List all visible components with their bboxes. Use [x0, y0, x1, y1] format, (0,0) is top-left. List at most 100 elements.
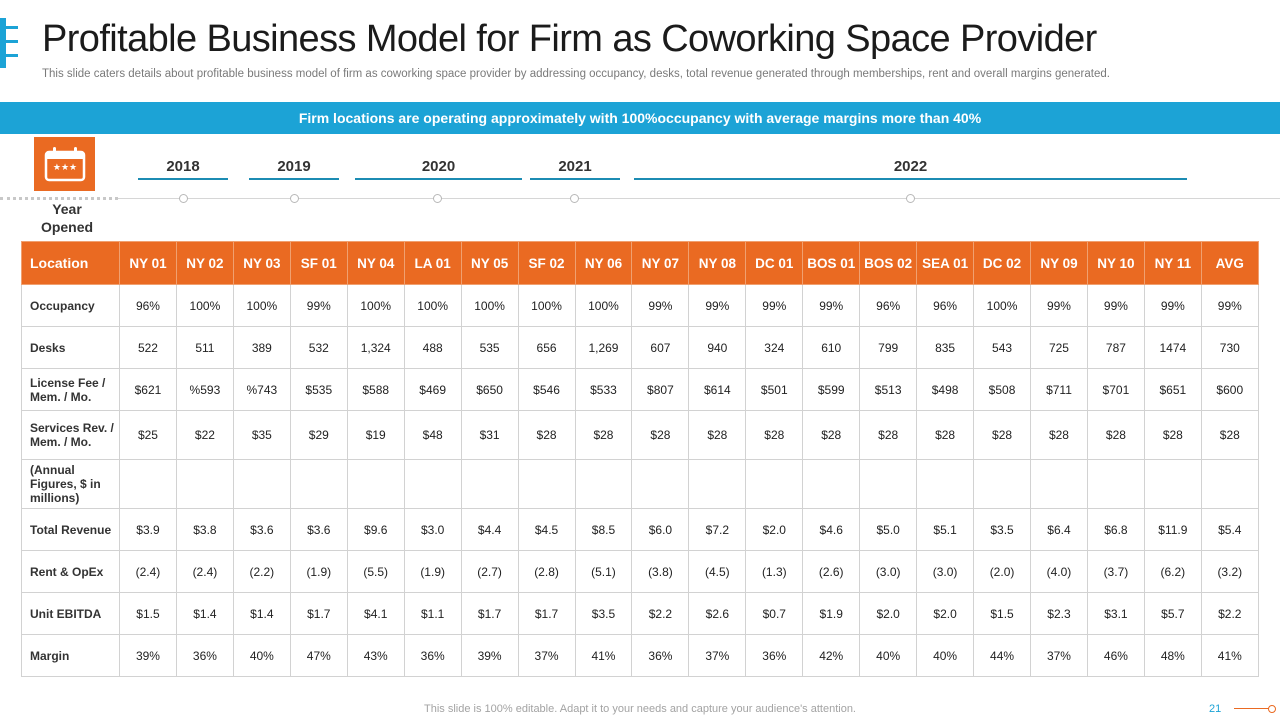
- table-cell: $28: [1200, 410, 1259, 460]
- column-header: NY 09: [1030, 241, 1088, 285]
- column-header: NY 05: [460, 241, 519, 285]
- table-cell: $2.0: [745, 508, 804, 551]
- table-cell: 39%: [119, 634, 177, 677]
- table-cell: 36%: [745, 634, 804, 677]
- table-cell: 96%: [916, 284, 975, 327]
- table-cell: 522: [119, 326, 177, 369]
- table-cell: $3.6: [232, 508, 291, 551]
- page-number-dot: [1268, 705, 1276, 713]
- table-cell: $807: [631, 368, 690, 411]
- table-cell: 99%: [802, 284, 861, 327]
- table-cell: $501: [745, 368, 804, 411]
- timeline-year-bar: [634, 178, 1187, 180]
- table-cell: 43%: [346, 634, 405, 677]
- highlight-banner: Firm locations are operating approximate…: [0, 102, 1280, 134]
- table-cell: 324: [745, 326, 804, 369]
- table-cell: $28: [574, 410, 633, 460]
- table-cell: $469: [403, 368, 462, 411]
- table-cell: $1.1: [403, 592, 462, 635]
- row-label: (Annual Figures, $ in millions): [21, 459, 120, 509]
- table-cell: (1.9): [403, 550, 462, 593]
- column-header: NY 11: [1143, 241, 1202, 285]
- table-cell: $650: [460, 368, 519, 411]
- table-cell: $28: [517, 410, 576, 460]
- column-header: NY 08: [688, 241, 747, 285]
- table-cell: $28: [1086, 410, 1145, 460]
- table-cell: 37%: [688, 634, 747, 677]
- table-cell: (1.3): [745, 550, 804, 593]
- table-cell: $8.5: [574, 508, 633, 551]
- row-label: License Fee / Mem. / Mo.: [21, 368, 120, 411]
- table-cell: [1200, 459, 1259, 509]
- table-cell: $3.6: [289, 508, 348, 551]
- table-cell: [119, 459, 177, 509]
- table-cell: 656: [517, 326, 576, 369]
- table-cell: 99%: [1143, 284, 1202, 327]
- table-cell: $28: [973, 410, 1031, 460]
- table-cell: 37%: [517, 634, 576, 677]
- column-header: DC 01: [745, 241, 804, 285]
- table-cell: 730: [1200, 326, 1259, 369]
- timeline-dot: [290, 194, 299, 203]
- timeline-year-bar: [249, 178, 339, 180]
- table-cell: 99%: [1086, 284, 1145, 327]
- timeline-dot: [906, 194, 915, 203]
- table-cell: $6.0: [631, 508, 690, 551]
- table-cell: 100%: [232, 284, 291, 327]
- table-cell: $621: [119, 368, 177, 411]
- table-cell: (2.2): [232, 550, 291, 593]
- table-cell: $4.1: [346, 592, 405, 635]
- table-cell: [232, 459, 291, 509]
- table-cell: $29: [289, 410, 348, 460]
- table-cell: $2.6: [688, 592, 747, 635]
- table-cell: (4.0): [1030, 550, 1088, 593]
- table-cell: 37%: [1030, 634, 1088, 677]
- table-cell: (5.1): [574, 550, 633, 593]
- table-cell: 99%: [1030, 284, 1088, 327]
- column-header: DC 02: [973, 241, 1031, 285]
- table-cell: (1.9): [289, 550, 348, 593]
- table-cell: 48%: [1143, 634, 1202, 677]
- row-label: Occupancy: [21, 284, 120, 327]
- table-cell: $5.7: [1143, 592, 1202, 635]
- table-cell: (2.8): [517, 550, 576, 593]
- table-cell: $48: [403, 410, 462, 460]
- timeline-year: 2021: [558, 158, 592, 175]
- table-cell: 535: [460, 326, 519, 369]
- row-label: Unit EBITDA: [21, 592, 120, 635]
- column-header: NY 01: [119, 241, 177, 285]
- table-cell: [1143, 459, 1202, 509]
- row-label: Total Revenue: [21, 508, 120, 551]
- table-cell: $6.8: [1086, 508, 1145, 551]
- table-cell: [745, 459, 804, 509]
- timeline-dot: [570, 194, 579, 203]
- table-cell: 99%: [631, 284, 690, 327]
- table-cell: $535: [289, 368, 348, 411]
- table-cell: [1030, 459, 1088, 509]
- page-subtitle: This slide caters details about profitab…: [42, 68, 1110, 80]
- table-cell: $2.0: [916, 592, 975, 635]
- timeline-dot: [433, 194, 442, 203]
- table-cell: (2.6): [802, 550, 861, 593]
- table-cell: (3.0): [916, 550, 975, 593]
- timeline-year: 2022: [893, 158, 928, 175]
- table-cell: $28: [916, 410, 975, 460]
- table-cell: $3.5: [973, 508, 1031, 551]
- table-cell: $3.1: [1086, 592, 1145, 635]
- table-cell: $1.4: [175, 592, 234, 635]
- table-cell: $513: [859, 368, 918, 411]
- table-cell: [574, 459, 633, 509]
- table-cell: $3.0: [403, 508, 462, 551]
- table-cell: 1,269: [574, 326, 633, 369]
- table-cell: (2.7): [460, 550, 519, 593]
- table-cell: $28: [745, 410, 804, 460]
- table-cell: $2.3: [1030, 592, 1088, 635]
- table-cell: 47%: [289, 634, 348, 677]
- table-cell: $28: [1030, 410, 1088, 460]
- table-cell: [175, 459, 234, 509]
- table-cell: $3.8: [175, 508, 234, 551]
- table-cell: 99%: [688, 284, 747, 327]
- table-cell: (2.4): [175, 550, 234, 593]
- table-cell: $508: [973, 368, 1031, 411]
- table-cell: $651: [1143, 368, 1202, 411]
